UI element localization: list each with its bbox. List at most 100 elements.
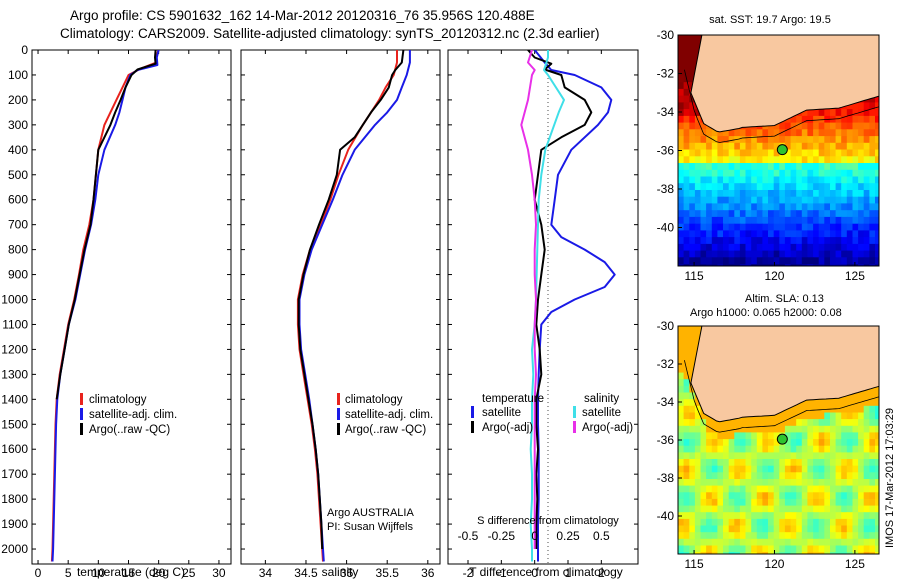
map-cell [869, 525, 876, 533]
map-cell [762, 512, 769, 520]
map-cell [875, 216, 879, 225]
map-cell [841, 190, 848, 198]
bathymetry-contour [684, 69, 879, 143]
lat-tick-label: -32 [657, 357, 675, 371]
map-cell [796, 525, 803, 533]
map-cell [728, 250, 735, 258]
map-cell [694, 538, 702, 546]
map-cell [869, 498, 876, 507]
map-cell [869, 142, 876, 151]
map-cell [723, 230, 730, 238]
map-cell [863, 136, 870, 144]
map-cell [700, 136, 707, 144]
map-cell [717, 525, 724, 533]
map-cell [869, 552, 876, 554]
lon-tick-label: 125 [845, 557, 865, 571]
map-cell [807, 216, 814, 225]
map-cell [706, 452, 713, 460]
map-cell [801, 156, 808, 164]
map-cell [683, 223, 690, 231]
lat-tick-label: -40 [657, 509, 675, 523]
map-cell [807, 472, 814, 480]
map-cell [683, 545, 690, 553]
map-cell [689, 142, 696, 151]
map-cell [683, 88, 690, 97]
map-cell [796, 505, 803, 513]
map-cell [773, 498, 780, 507]
map-cell [689, 472, 696, 480]
map-cell [734, 129, 741, 137]
map-cell [852, 136, 859, 144]
map-cell [723, 264, 730, 266]
map-cell [796, 190, 803, 198]
map-cell [717, 156, 724, 164]
map-cell [863, 412, 870, 420]
map-cell [751, 465, 758, 473]
map-cell [869, 465, 876, 473]
map-cell [863, 203, 870, 211]
map-cell [711, 505, 718, 513]
map-cell [678, 75, 685, 83]
map-cell [678, 339, 685, 347]
map-cell [869, 518, 876, 527]
map-cell [790, 210, 797, 218]
map-cell [830, 257, 837, 265]
map-cell [818, 210, 825, 218]
map-cell [768, 472, 775, 480]
map-cell [711, 264, 718, 266]
map-cell [824, 399, 831, 407]
map-cell [694, 169, 702, 178]
map-cell [773, 190, 780, 198]
map-cell [751, 545, 758, 553]
map-cell [779, 412, 786, 420]
map-cell [773, 196, 780, 204]
map-cell [739, 538, 747, 546]
map-cell [835, 216, 842, 225]
map-cell [779, 445, 786, 453]
map-cell [818, 485, 825, 493]
legend-salinity-header: salinity [584, 393, 619, 405]
map-cell [790, 472, 797, 480]
map-cell [694, 109, 702, 117]
map-cell [858, 149, 865, 157]
map-cell [678, 264, 685, 266]
map-cell [796, 176, 803, 184]
map-cell [740, 271, 746, 278]
map-cell [863, 129, 870, 137]
map-cell [801, 169, 808, 178]
map-cell [869, 115, 876, 124]
map-cell [717, 216, 724, 225]
lat-tick-label: -32 [657, 67, 675, 81]
map-cell [762, 532, 769, 540]
map-cell [858, 257, 865, 265]
map-cell [881, 82, 887, 89]
map-cell [723, 149, 730, 157]
map-cell [801, 505, 808, 513]
map-cell [700, 445, 707, 453]
map-cell [790, 485, 797, 493]
map-cell [745, 176, 752, 184]
map-cell [745, 498, 752, 507]
map-cell [801, 452, 808, 460]
map-cell [757, 559, 763, 566]
map-cell [711, 156, 718, 164]
map-cell [852, 230, 859, 238]
map-cell [852, 512, 859, 520]
map-cell [751, 432, 758, 440]
map-cell [830, 498, 837, 507]
map-cell [807, 129, 814, 137]
map-cell [678, 452, 685, 460]
map-cell [678, 359, 685, 367]
map-cell [756, 479, 763, 487]
map-cell [773, 223, 780, 231]
depth-tick-label: 1200 [1, 342, 28, 356]
map-cell [784, 163, 792, 171]
map-cell [756, 163, 763, 171]
map-cell [875, 115, 879, 124]
map-cell [756, 485, 763, 493]
map-cell [717, 196, 724, 204]
map-cell [706, 136, 713, 144]
map-cell [751, 518, 758, 527]
map-cell [835, 479, 842, 487]
map-cell [734, 485, 741, 493]
